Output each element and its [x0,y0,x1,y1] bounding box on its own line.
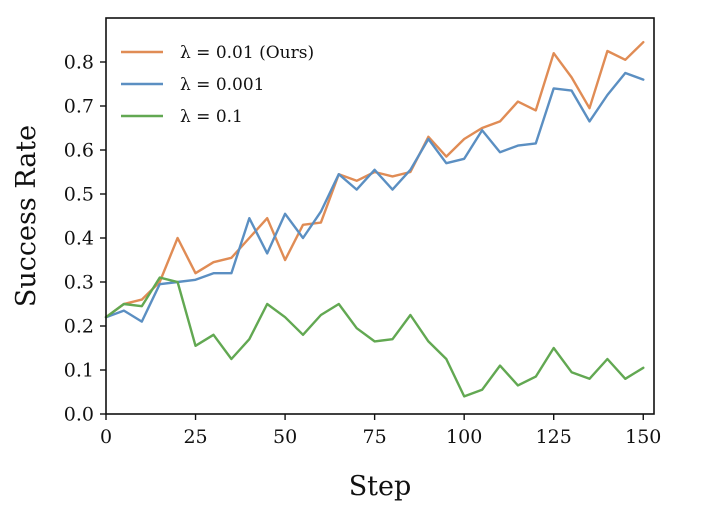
legend-label-3: λ = 0.1 [180,107,243,127]
x-tick-label: 100 [446,426,482,448]
series-layer [104,41,645,398]
y-tick-label: 0.5 [64,184,94,206]
x-axis-title: Step [349,471,412,502]
x-tick-label: 0 [100,426,112,448]
x-tick-label: 25 [183,426,207,448]
y-tick-label: 0.6 [64,140,94,162]
y-tick-label: 0.4 [64,228,94,250]
y-tick-label: 0.7 [64,96,94,118]
y-tick-label: 0.0 [64,404,94,426]
series-line-2 [104,71,645,323]
x-tick-label: 75 [363,426,387,448]
x-tick-label: 125 [536,426,572,448]
watermark-text: 掘金技术社区 @ 大模型最新论文 [441,487,690,507]
legend-label-1: λ = 0.01 (Ours) [180,43,314,63]
plot-frame [105,17,655,415]
y-tick-label: 0.1 [64,360,94,382]
x-tick-label: 150 [625,426,661,448]
y-axis-title: Success Rate [11,125,42,307]
x-tick-label: 50 [273,426,297,448]
ticks-layer: 0 25 50 75 100 125 150 0.0 0.1 0.2 0.3 0.4 0.5 0.6 0.7… [64,52,662,449]
legend-label-2: λ = 0.001 [180,75,265,95]
series-line-1 [104,41,645,319]
y-tick-label: 0.3 [64,272,94,294]
legend: λ = 0.01 (Ours) λ = 0.001 λ = 0.1 [121,43,314,127]
y-tick-label: 0.8 [64,52,94,74]
y-tick-label: 0.2 [64,316,94,338]
series-line-3 [104,276,645,398]
